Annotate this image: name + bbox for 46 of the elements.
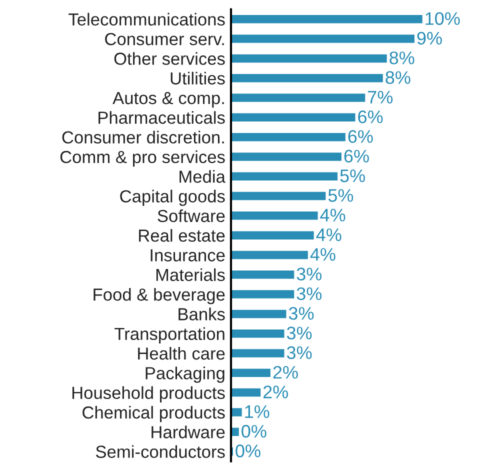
y-tick-label: Semi-conductors	[96, 445, 225, 458]
y-tick-label: Consumer discretion.	[62, 130, 224, 144]
data-label: 3%	[288, 306, 314, 320]
data-label: 5%	[328, 189, 354, 202]
data-label: 5%	[340, 169, 365, 182]
data-label: 2%	[273, 366, 298, 379]
y-tick-label: Media	[180, 170, 226, 183]
y-tick-label: Health care	[138, 346, 225, 360]
data-label: 4%	[320, 208, 346, 222]
data-label: 10%	[426, 12, 460, 25]
y-tick-label: Real estate	[139, 229, 225, 242]
data-label: 8%	[386, 71, 410, 84]
y-tick-label: Transportation	[114, 327, 224, 344]
y-tick-label: Autos & comp.	[112, 92, 224, 108]
data-label: 3%	[296, 268, 322, 280]
data-label: 0%	[242, 424, 266, 438]
y-tick-label: Food & beverage	[94, 288, 225, 304]
y-tick-label: Materials	[156, 268, 225, 282]
y-tick-label: Chemical products	[82, 406, 225, 422]
data-label: 3%	[286, 346, 312, 360]
data-label: 3%	[286, 326, 312, 340]
y-tick-label: Telecommunications	[68, 12, 225, 26]
data-label: 7%	[368, 90, 393, 104]
y-tick-label: Household products	[72, 386, 225, 402]
y-tick-label: Software	[158, 209, 225, 222]
y-tick-label: Banks	[178, 308, 225, 320]
y-tick-label: Utilities	[170, 72, 225, 85]
y-tick-label: Hardware	[152, 426, 225, 438]
data-label: 4%	[316, 228, 342, 242]
y-tick-label: Comm & pro services	[60, 150, 225, 167]
data-label: 4%	[310, 248, 336, 261]
data-label: 1%	[245, 405, 270, 418]
data-label: 6%	[344, 150, 369, 163]
data-label: 9%	[417, 32, 442, 45]
data-label: 2%	[263, 386, 288, 398]
y-tick-label: Capital goods	[120, 190, 225, 206]
data-label: 0%	[236, 444, 260, 458]
y-tick-label: Packaging	[146, 366, 224, 383]
data-label: 6%	[358, 110, 383, 124]
data-label: 8%	[390, 51, 414, 64]
y-tick-label: Other services	[114, 52, 225, 65]
y-tick-label: Pharmaceuticals	[98, 111, 225, 124]
y-tick-label: Consumer serv.	[105, 32, 224, 46]
y-tick-label: Insurance	[150, 249, 225, 262]
data-label: 6%	[348, 130, 373, 143]
data-label: 3%	[296, 287, 322, 300]
